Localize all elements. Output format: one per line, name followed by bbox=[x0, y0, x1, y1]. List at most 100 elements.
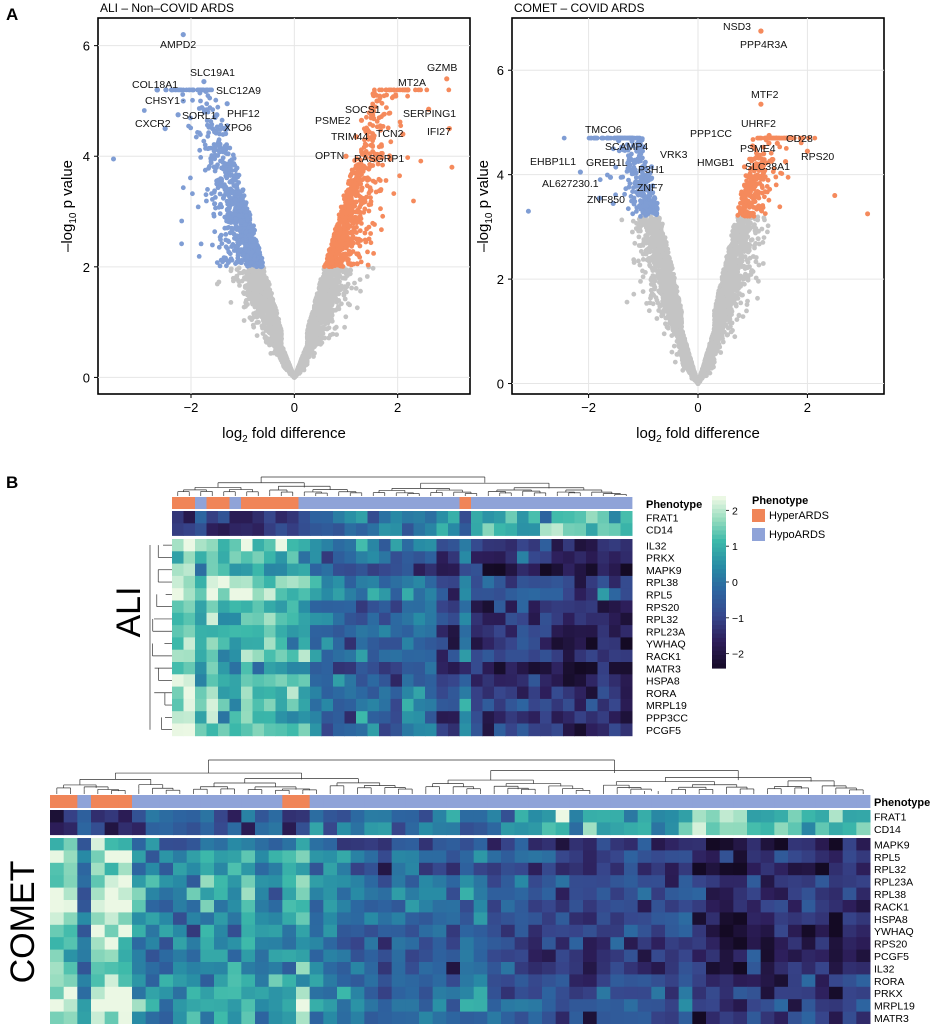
volcano-ali-frame bbox=[97, 17, 471, 395]
gene-point-down bbox=[210, 242, 215, 248]
gene-point-ns bbox=[247, 315, 253, 321]
gene-point-ns bbox=[309, 314, 315, 320]
gene-point-down bbox=[216, 244, 222, 250]
gene-point-down bbox=[219, 204, 225, 210]
gene-point-ns bbox=[322, 275, 328, 281]
gene-point-ns bbox=[216, 279, 222, 285]
gene-point-down bbox=[179, 241, 185, 247]
gene-point-down bbox=[205, 93, 211, 99]
gene-point-ns bbox=[353, 286, 359, 291]
gene-point-down bbox=[244, 208, 250, 214]
gene-point-ns bbox=[274, 352, 280, 357]
gene-point-up bbox=[397, 173, 402, 179]
gene-point-ns bbox=[285, 360, 291, 366]
gene-point-down bbox=[202, 167, 208, 173]
gene-point-ns bbox=[290, 370, 295, 376]
gene-point-up bbox=[368, 195, 373, 201]
gene-point-ns bbox=[270, 325, 276, 331]
gene-point-down bbox=[204, 87, 209, 93]
gene-point-ns bbox=[342, 296, 348, 302]
gene-point-down bbox=[188, 175, 193, 181]
gene-point-ns bbox=[245, 277, 251, 282]
gene-point-ns bbox=[352, 280, 357, 286]
gene-point-down bbox=[230, 242, 236, 247]
gene-point-down bbox=[212, 148, 218, 153]
gene-point-down bbox=[218, 232, 224, 238]
gene-point-ns bbox=[271, 337, 277, 343]
gene-point-down bbox=[229, 228, 235, 234]
gene-point-ns bbox=[336, 304, 341, 309]
gene-point-down bbox=[224, 263, 229, 269]
gene-point-ns bbox=[334, 267, 340, 273]
gene-point-down bbox=[212, 229, 218, 235]
gene-point-ns bbox=[364, 274, 370, 279]
gene-point-up bbox=[364, 183, 370, 189]
gene-point-down bbox=[196, 87, 202, 93]
gene-point-down bbox=[198, 155, 204, 160]
gene-point-ns bbox=[267, 320, 273, 325]
gene-point-ns bbox=[328, 287, 334, 293]
volcano-ali: ALI – Non–COVID ARDS AMPD2SLC19A1COL18A1… bbox=[59, 1, 471, 445]
gene-point-ns bbox=[318, 320, 324, 326]
gene-point-ns bbox=[244, 283, 249, 288]
gene-point-ns bbox=[250, 296, 256, 302]
gene-point-ns bbox=[318, 336, 323, 342]
gene-point-up bbox=[383, 178, 389, 183]
gene-point-ns bbox=[301, 355, 307, 361]
gene-point-down bbox=[227, 195, 233, 200]
gene-point-ns bbox=[329, 271, 335, 277]
gene-point-up bbox=[411, 198, 416, 204]
gene-point-ns bbox=[354, 305, 360, 311]
gene-point-ns bbox=[327, 292, 332, 298]
gene-point-down bbox=[205, 187, 210, 192]
gene-point-ns bbox=[328, 303, 333, 309]
volcano-ali-grid bbox=[98, 18, 470, 394]
gene-point-up bbox=[418, 158, 424, 164]
gene-point-ns bbox=[257, 275, 262, 280]
gene-point-ns bbox=[324, 312, 330, 317]
gene-point-down bbox=[223, 232, 229, 237]
gene-point-ns bbox=[316, 341, 321, 346]
gene-point-ns bbox=[298, 361, 304, 367]
gene-point-down bbox=[180, 185, 186, 191]
gene-point-down bbox=[197, 147, 203, 153]
gene-point-ns bbox=[348, 267, 354, 273]
gene-point-up bbox=[329, 241, 335, 247]
gene-point-up bbox=[379, 87, 385, 93]
gene-point-ns bbox=[231, 278, 236, 284]
gene-point-ns bbox=[328, 318, 333, 324]
gene-point-ns bbox=[268, 297, 274, 302]
volcano-ali-title: ALI – Non–COVID ARDS bbox=[100, 1, 234, 15]
gene-point-ns bbox=[326, 325, 332, 331]
gene-point-ns bbox=[320, 325, 326, 330]
gene-point-down bbox=[196, 254, 202, 259]
gene-point-up bbox=[378, 206, 383, 212]
gene-point-up bbox=[391, 191, 397, 197]
gene-point-ns bbox=[228, 268, 234, 274]
gene-point-down bbox=[208, 160, 214, 166]
gene-point-ns bbox=[270, 342, 275, 347]
gene-point-ns bbox=[237, 283, 242, 288]
gene-point-down bbox=[227, 251, 233, 257]
gene-point-ns bbox=[319, 282, 325, 287]
panel-b-label: B bbox=[6, 473, 18, 492]
gene-point-ns bbox=[261, 318, 266, 324]
gene-point-up bbox=[366, 202, 372, 208]
gene-point-up bbox=[358, 259, 364, 265]
gene-point-down bbox=[214, 178, 220, 184]
gene-point-ns bbox=[309, 338, 314, 343]
gene-point-ns bbox=[343, 270, 349, 275]
gene-point-ns bbox=[334, 298, 339, 303]
gene-point-ns bbox=[309, 319, 315, 325]
gene-point-ns bbox=[343, 288, 348, 294]
gene-point-up bbox=[366, 236, 372, 242]
gene-point-up bbox=[359, 221, 364, 226]
gene-point-ns bbox=[308, 326, 314, 331]
gene-point-up bbox=[372, 179, 378, 185]
gene-point-ns bbox=[252, 301, 258, 307]
gene-point-up bbox=[366, 224, 372, 230]
gene-point-up bbox=[355, 170, 361, 176]
gene-point-ns bbox=[303, 346, 308, 352]
gene-point-down bbox=[213, 205, 218, 211]
gene-point-down bbox=[215, 104, 221, 110]
